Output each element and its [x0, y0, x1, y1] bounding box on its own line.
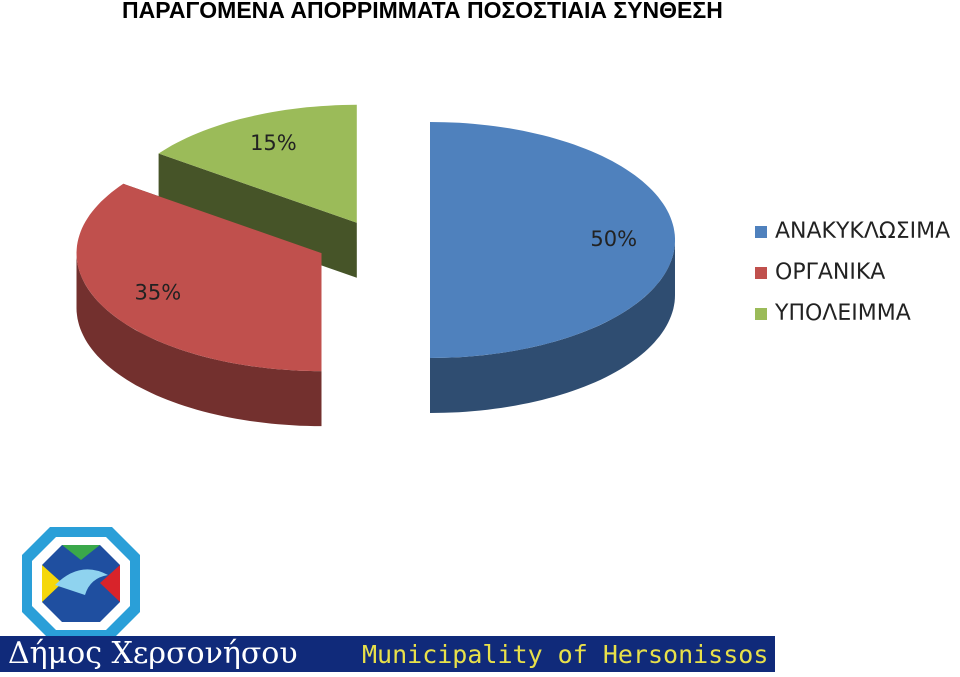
footer-english: Municipality of Hersonissos	[362, 640, 768, 669]
chart-title: ΠΑΡΑΓΟΜΕΝΑ ΑΠΟΡΡΙΜΜΑΤΑ ΠΟΣΟΣΤΙΑΙΑ ΣΥΝΘΕΣ…	[122, 0, 723, 23]
data-label: 50%	[590, 227, 637, 251]
slice	[430, 122, 675, 358]
footer-banner	[0, 636, 775, 672]
legend-label: ΑΝΑΚΥΚΛΩΣΙΜΑ	[775, 219, 950, 244]
slice	[76, 183, 322, 372]
legend-swatch	[755, 267, 767, 279]
slice-wall	[76, 253, 322, 427]
legend-label: ΟΡΓΑΝΙΚΑ	[775, 260, 885, 285]
slice	[158, 104, 357, 223]
legend-swatch	[755, 308, 767, 320]
legend-swatch	[755, 226, 767, 238]
slice-wall	[430, 240, 675, 413]
data-label: 15%	[250, 131, 297, 155]
logo	[22, 527, 140, 640]
slice-face	[158, 153, 357, 278]
footer-greek: Δήμος Χερσονήσου	[8, 636, 298, 671]
legend-label: ΥΠΟΛΕΙΜΜΑ	[774, 301, 911, 326]
data-label: 35%	[134, 280, 181, 304]
legend: ΑΝΑΚΥΚΛΩΣΙΜΑ ΟΡΓΑΝΙΚΑ ΥΠΟΛΕΙΜΜΑ	[755, 219, 950, 326]
pie: 50% 35% 15%	[76, 104, 675, 427]
